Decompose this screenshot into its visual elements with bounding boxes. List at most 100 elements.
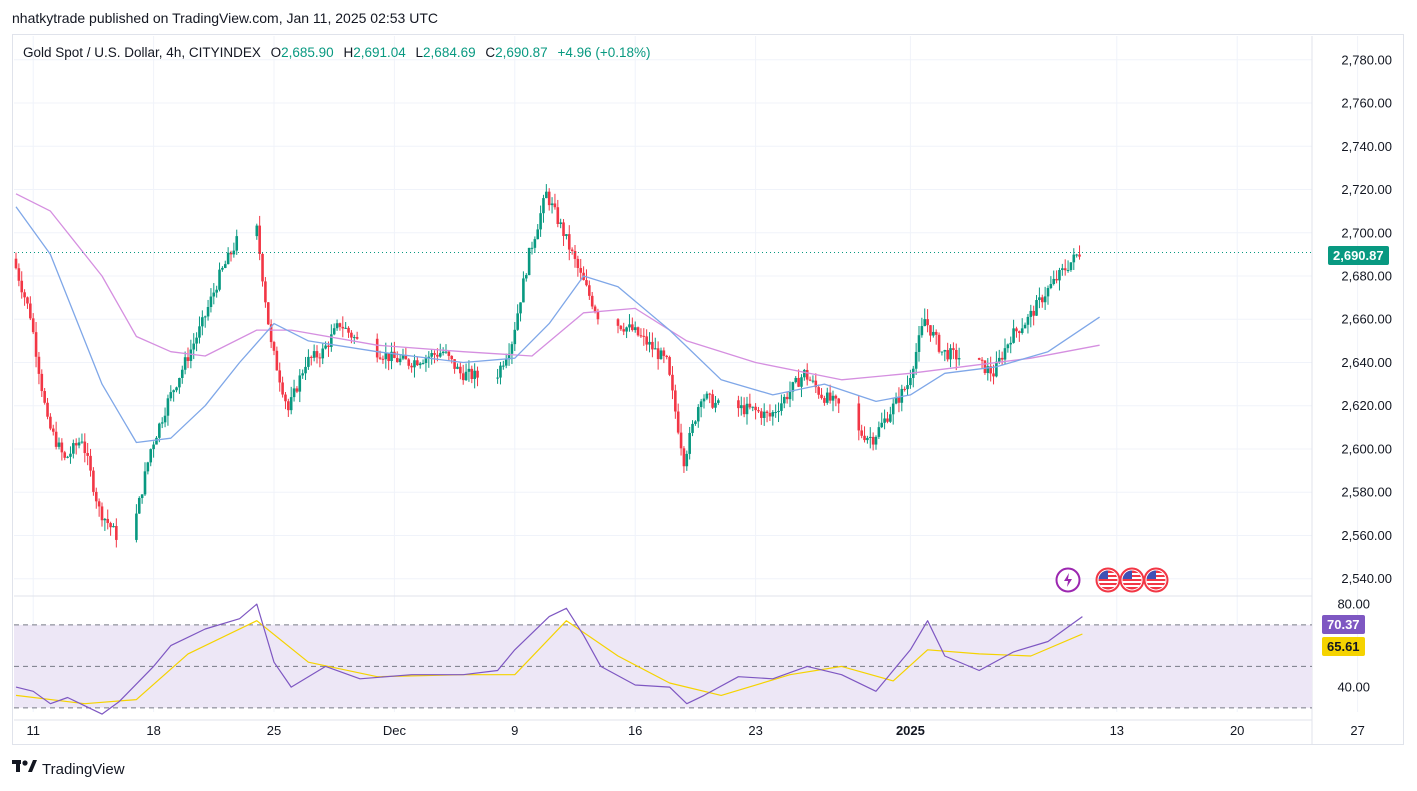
candle-body [258,225,261,255]
footer-brand[interactable]: TradingView [12,760,125,778]
candle-body [467,368,471,372]
candle-body [315,351,319,358]
candle-body [785,396,789,400]
open-value: 2,685.90 [281,45,334,60]
candle-body [671,374,674,391]
candle-body [1058,269,1061,281]
candle-body [272,342,276,351]
candle-body [977,358,981,360]
candle-body [180,369,184,379]
candle-body [295,388,299,392]
candle-body [645,336,648,345]
candle-body [880,422,884,428]
candle-body [92,470,95,492]
candle-body [817,387,820,395]
candle-body [682,448,686,467]
low-value: 2,684.69 [423,45,476,60]
candle-body [37,356,41,374]
candle-body [891,403,895,415]
candle-body [40,373,44,392]
candle-body [149,449,153,463]
candle-body [1043,296,1047,303]
candle-body [659,350,663,360]
candle-body [688,432,691,454]
candle-body [573,251,577,259]
candle-body [140,494,144,499]
lightning-icon[interactable] [1055,567,1081,593]
candle-body [74,443,78,446]
candle-body [585,280,588,286]
candle-body [774,412,777,414]
candle-body [307,356,310,367]
candle-body [760,411,763,418]
candle-body [705,393,709,399]
candle-body [1032,310,1035,316]
candle-body [676,411,680,433]
candle-body [1075,254,1078,256]
candle-body [754,406,757,411]
candle-body [539,213,542,230]
open-key: O [270,45,282,60]
candle-body [109,523,112,528]
price-tick-label: 2,660.00 [1341,312,1392,327]
candle-body [72,443,75,454]
time-tick-label: 20 [1230,723,1244,738]
candle-body [264,281,267,303]
us-flag-icon[interactable] [1119,567,1145,593]
candle-body [1072,254,1076,263]
candle-body [1063,268,1067,271]
time-tick-label: 27 [1350,723,1364,738]
candle-body [115,525,118,540]
candle-body [940,351,944,353]
candle-body [691,423,694,433]
candle-body [416,360,419,366]
candle-body [717,400,720,403]
candle-body [430,353,433,357]
candle-body [100,506,104,521]
candle-body [421,363,425,365]
candle-body [803,369,806,378]
candle-body [932,331,935,336]
candle-body [94,491,98,502]
candle-body [653,348,657,350]
us-flag-icon[interactable] [1095,567,1121,593]
candle-body [459,366,462,374]
candle-body [808,379,812,381]
candle-body [737,400,740,409]
candle-body [450,355,454,360]
candle-body [702,398,706,402]
candle-body [937,334,941,352]
candle-body [570,249,574,252]
candle-body [86,453,89,456]
us-flag-icon[interactable] [1143,567,1169,593]
time-tick-label: 16 [628,723,642,738]
candle-body [665,355,669,358]
candle-body [436,354,439,357]
candle-body [298,375,302,392]
candle-body [565,234,568,237]
candle-body [633,327,637,331]
price-tick-label: 2,580.00 [1341,485,1392,500]
candle-body [312,351,316,358]
candle-body [530,247,534,249]
candle-body [917,335,921,352]
candle-body [820,394,823,399]
candle-body [894,397,898,404]
rsi-band [14,624,1312,709]
candle-body [438,353,442,357]
candle-body [642,335,646,337]
candle-body [169,392,173,399]
candle-body [507,353,511,360]
candle-body [447,351,451,356]
candle-body [814,380,818,388]
candle-body [453,359,456,369]
candle-body [341,326,345,329]
candle-body [80,441,84,443]
candle-body [407,359,411,366]
candle-body [20,280,24,293]
publication-line: nhatkytrade published on TradingView.com… [12,10,438,26]
candle-body [1038,297,1041,301]
candle-body [986,366,990,374]
ma-slow-line [15,193,1100,381]
